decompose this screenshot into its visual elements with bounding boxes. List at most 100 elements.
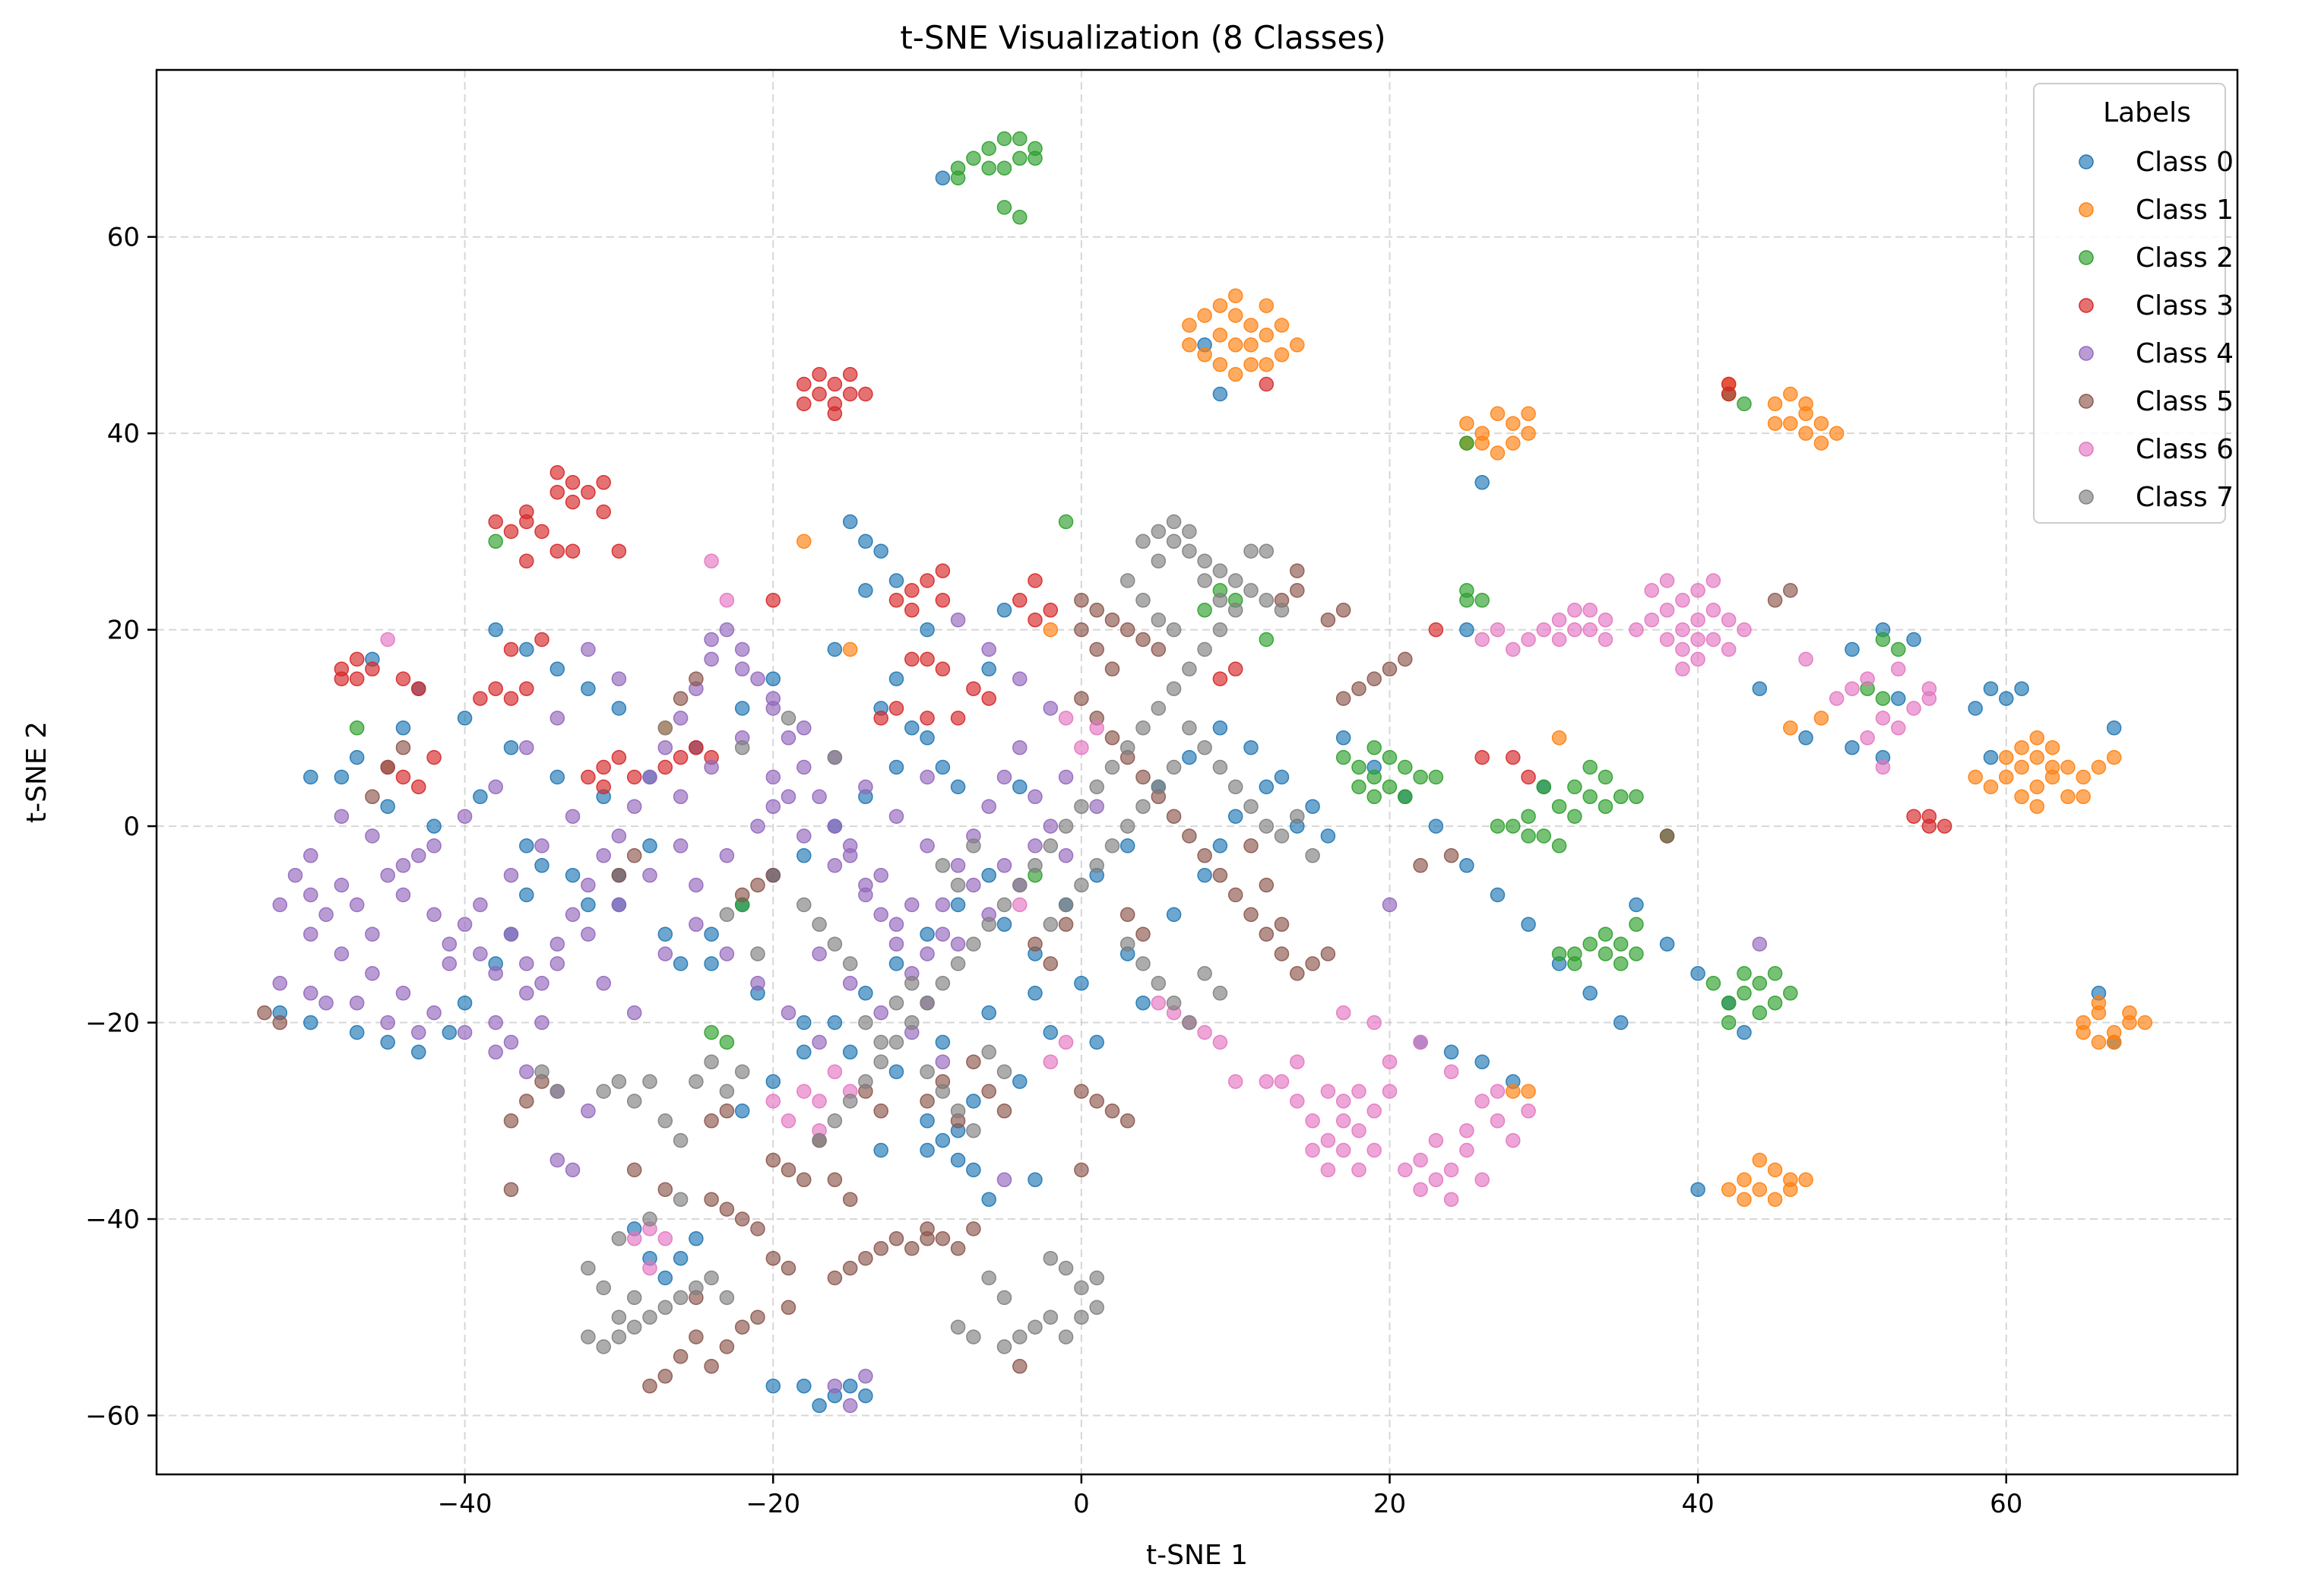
data-point [1012,1359,1028,1374]
data-point [1474,435,1490,451]
data-point [1767,995,1783,1011]
data-point [1182,318,1197,333]
data-point [503,926,519,942]
data-point [1983,749,1999,765]
data-point [1104,759,1120,775]
data-point [689,1231,704,1246]
data-point [457,995,473,1011]
data-point [411,681,426,696]
data-point [1705,632,1721,648]
data-point [611,671,627,686]
data-point [719,1084,735,1099]
legend-marker [2079,298,2094,313]
data-point [395,720,411,736]
data-point [1290,1054,1305,1069]
y-tick-label: −60 [85,1401,140,1431]
legend-title: Labels [2103,97,2191,128]
data-point [1104,1104,1120,1119]
data-point [750,1221,765,1237]
data-point [1212,838,1228,853]
data-point [796,534,812,549]
data-point [950,1319,966,1335]
data-point [704,759,719,775]
data-point [611,1309,627,1325]
data-point [689,671,704,686]
data-point [1767,593,1783,608]
data-point [1243,356,1259,372]
data-point [1028,1319,1043,1335]
data-point [1721,1015,1737,1031]
data-point [1521,1104,1536,1119]
data-point [1182,749,1197,765]
data-point [1043,1054,1059,1069]
data-point [1274,603,1290,618]
data-point [996,1064,1012,1079]
data-point [1659,828,1675,844]
data-point [1521,917,1536,933]
data-point [1860,671,1875,686]
data-point [1074,739,1089,755]
data-point [1212,867,1228,883]
data-point [1936,819,1952,834]
data-point [1474,475,1490,490]
data-point [380,632,395,648]
data-point [1259,1074,1275,1089]
data-point [673,691,689,706]
y-tick-label: 0 [123,812,140,842]
data-point [734,641,750,657]
data-point [1135,632,1151,648]
data-point [981,1084,996,1099]
data-point [1243,799,1259,814]
data-point [796,376,812,392]
data-point [1135,799,1151,814]
data-point [1243,318,1259,333]
data-point [1582,622,1598,638]
data-point [642,1260,657,1276]
data-point [673,749,689,765]
data-point [858,386,873,402]
data-point [1043,1309,1059,1325]
data-point [1875,711,1891,726]
data-point [1366,671,1382,686]
data-point [1829,691,1845,706]
data-point [842,641,858,657]
data-point [1629,622,1644,638]
data-point [657,1113,673,1129]
data-point [365,828,380,844]
data-point [411,779,426,795]
data-point [765,769,781,785]
data-point [1474,1054,1490,1069]
data-point [734,1319,750,1335]
data-point [1243,739,1259,755]
data-point [1506,1132,1521,1148]
data-point [1043,1250,1059,1266]
data-point [2076,789,2091,805]
data-point [488,514,503,530]
data-point [1197,1024,1212,1040]
data-point [2076,769,2091,785]
legend-box [2033,83,2226,524]
data-point [1227,661,1243,677]
data-point [565,809,581,824]
data-point [781,789,796,805]
x-tick-label: 0 [1073,1489,1090,1519]
data-point [442,956,458,971]
data-point [1104,612,1120,628]
data-point [1443,1064,1459,1079]
data-point [1598,632,1613,648]
data-point [1690,1182,1705,1197]
data-point [1428,769,1444,785]
data-point [1536,622,1552,638]
data-point [1335,1142,1351,1158]
data-point [719,1104,735,1119]
data-point [935,976,951,991]
data-point [1551,838,1567,853]
data-point [1767,1192,1783,1207]
data-point [1629,789,1644,805]
data-point [1813,416,1829,431]
data-point [1182,1015,1197,1031]
data-point [719,1290,735,1306]
data-point [1305,1142,1320,1158]
data-point [1845,641,1860,657]
data-point [1398,651,1413,667]
